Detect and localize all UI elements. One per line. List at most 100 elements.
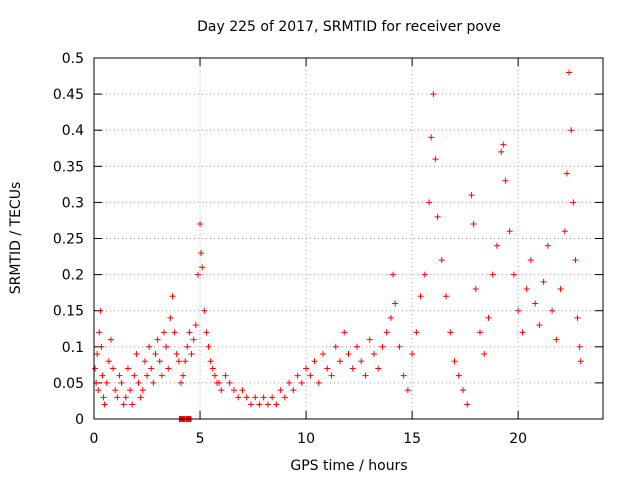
data-point xyxy=(235,394,242,401)
data-point xyxy=(118,379,125,386)
data-point xyxy=(353,343,360,350)
data-point xyxy=(277,387,284,394)
data-point xyxy=(148,365,155,372)
y-tick-label: 0.2 xyxy=(62,268,84,284)
data-point xyxy=(447,329,454,336)
data-point xyxy=(493,242,500,249)
data-point xyxy=(160,329,167,336)
data-point xyxy=(198,249,205,256)
data-point xyxy=(110,365,117,372)
data-point xyxy=(349,365,356,372)
data-point xyxy=(298,379,305,386)
y-tick-label: 0.35 xyxy=(53,159,84,175)
x-tick-label: 10 xyxy=(297,431,315,447)
data-point xyxy=(129,401,136,408)
data-point xyxy=(98,343,105,350)
data-point xyxy=(205,343,212,350)
data-point xyxy=(103,379,110,386)
data-point xyxy=(112,387,119,394)
data-point xyxy=(192,322,199,329)
data-point xyxy=(540,278,547,285)
data-point xyxy=(95,387,102,394)
data-point xyxy=(96,329,103,336)
data-point xyxy=(209,365,216,372)
chart-title: Day 225 of 2017, SRMTID for receiver pov… xyxy=(197,19,501,35)
y-tick-label: 0 xyxy=(75,412,84,428)
y-tick-label: 0.45 xyxy=(53,87,84,103)
data-point xyxy=(443,293,450,300)
data-point xyxy=(144,372,151,379)
data-point xyxy=(222,372,229,379)
data-point xyxy=(519,329,526,336)
data-point xyxy=(133,351,140,358)
data-point xyxy=(476,329,483,336)
data-point xyxy=(375,365,382,372)
data-point xyxy=(506,228,513,235)
data-point xyxy=(182,358,189,365)
data-point xyxy=(577,358,584,365)
data-point xyxy=(107,336,114,343)
data-point xyxy=(290,387,297,394)
data-point xyxy=(404,387,411,394)
data-point xyxy=(460,387,467,394)
data-point xyxy=(426,199,433,206)
data-point xyxy=(515,307,522,314)
data-point xyxy=(502,177,509,184)
data-point xyxy=(481,351,488,358)
data-point xyxy=(489,271,496,278)
data-point xyxy=(362,372,369,379)
data-point xyxy=(320,351,327,358)
data-point xyxy=(141,358,148,365)
plot-frame xyxy=(93,57,604,420)
data-point xyxy=(152,351,159,358)
data-point xyxy=(337,358,344,365)
data-point xyxy=(137,394,144,401)
data-point xyxy=(154,336,161,343)
data-point xyxy=(92,365,99,372)
data-point xyxy=(370,351,377,358)
data-point xyxy=(358,358,365,365)
data-point xyxy=(568,127,575,134)
data-point xyxy=(574,314,581,321)
data-point xyxy=(173,351,180,358)
data-point xyxy=(383,329,390,336)
data-point xyxy=(455,372,462,379)
data-point xyxy=(165,365,172,372)
data-point xyxy=(390,271,397,278)
data-point xyxy=(341,329,348,336)
data-point xyxy=(158,372,165,379)
data-point xyxy=(184,343,191,350)
data-point xyxy=(150,379,157,386)
y-axis-label: SRMTID / TECUs xyxy=(8,182,24,295)
x-axis-label: GPS time / hours xyxy=(290,458,407,474)
data-point xyxy=(201,307,208,314)
data-point xyxy=(432,156,439,163)
data-point xyxy=(328,372,335,379)
data-point xyxy=(216,379,223,386)
data-point xyxy=(366,336,373,343)
data-point xyxy=(527,257,534,264)
data-point xyxy=(269,394,276,401)
data-point xyxy=(226,379,233,386)
data-point xyxy=(379,343,386,350)
data-point xyxy=(396,343,403,350)
data-point xyxy=(303,365,310,372)
data-point xyxy=(553,336,560,343)
data-point xyxy=(536,322,543,329)
data-point xyxy=(286,379,293,386)
data-point xyxy=(523,286,530,293)
data-point xyxy=(180,372,187,379)
data-point xyxy=(100,394,107,401)
data-point xyxy=(532,300,539,307)
data-point xyxy=(124,365,131,372)
data-point xyxy=(194,271,201,278)
data-point xyxy=(421,271,428,278)
data-point xyxy=(294,372,301,379)
data-point xyxy=(94,351,101,358)
data-point xyxy=(468,192,475,199)
data-point xyxy=(430,91,437,98)
data-point xyxy=(186,329,193,336)
data-point xyxy=(315,379,322,386)
data-point xyxy=(177,379,184,386)
